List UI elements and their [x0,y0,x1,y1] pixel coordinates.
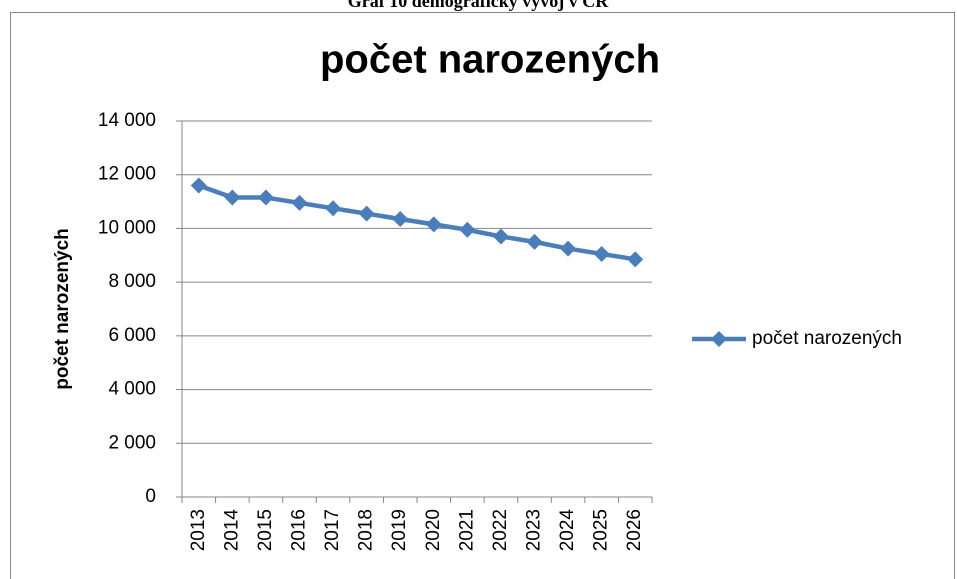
marker [526,233,543,250]
y-tick-label: 8 000 [108,271,156,292]
y-tick-label: 14 000 [98,110,156,131]
y-axis-label: počet narozených [52,228,73,390]
x-tick-label: 2019 [389,509,410,551]
y-tick-label: 2 000 [108,432,156,453]
y-tick-label: 12 000 [98,164,156,185]
y-tick-label: 4 000 [108,379,156,400]
legend-marker [711,331,727,347]
x-tick-label: 2016 [289,509,310,551]
marker [325,200,342,217]
x-tick-label: 2017 [322,509,343,551]
x-tick-label: 2023 [524,509,545,551]
x-tick-label: 2026 [624,509,645,551]
marker [190,177,207,194]
marker [425,216,442,233]
x-tick-label: 2013 [188,509,209,551]
x-tick-label: 2014 [221,509,242,552]
marker [291,194,308,211]
x-tick-label: 2025 [591,509,612,551]
marker [492,228,509,245]
x-tick-label: 2024 [557,509,578,552]
x-tick-label: 2021 [456,509,477,551]
marker [358,205,375,222]
marker [459,221,476,238]
x-tick-label: 2022 [490,509,511,551]
x-tick-label: 2020 [423,509,444,551]
y-tick-label: 10 000 [98,217,156,238]
x-tick-label: 2018 [356,509,377,551]
y-tick-label: 0 [145,486,156,507]
y-tick-label: 6 000 [108,325,156,346]
x-tick-label: 2015 [255,509,276,551]
marker [593,245,610,262]
chart-border [10,12,955,579]
marker [627,251,644,268]
chart-title: počet narozených [320,38,660,82]
marker [224,189,241,206]
marker [392,211,409,228]
marker [560,240,577,257]
caption: Graf 10 demografický vývoj v ČR [348,0,609,11]
marker [257,189,274,206]
legend-label: počet narozených [752,328,902,349]
